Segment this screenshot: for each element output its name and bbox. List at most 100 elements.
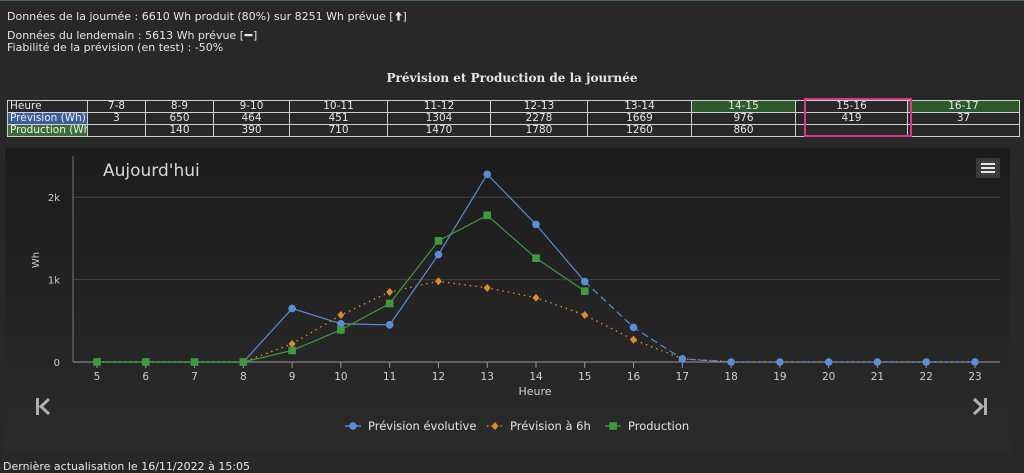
y-axis-label: Wh (31, 252, 42, 268)
chart-menu-button[interactable] (976, 158, 1000, 178)
chart-legend: Prévision évolutive Prévision à 6h Product… (345, 419, 689, 433)
x-tick-label: 23 (968, 371, 981, 383)
y-tick-label: 2k (48, 193, 60, 204)
prevision-cell: 1304 (387, 112, 491, 125)
info-today: Données de la journée : 6610 Wh produit … (7, 11, 407, 23)
info-today-bracket: ] (402, 10, 407, 23)
data-point[interactable] (580, 277, 589, 286)
prevision-cell: 1669 (587, 112, 692, 125)
data-point[interactable] (385, 299, 394, 308)
data-point[interactable] (873, 358, 882, 366)
x-tick-label: 5 (94, 371, 101, 383)
x-tick-label: 17 (676, 371, 689, 383)
data-point[interactable] (532, 293, 540, 302)
data-point[interactable] (580, 287, 589, 295)
data-point[interactable] (630, 335, 638, 344)
prevision-cell: 3 (87, 112, 146, 125)
series-line (97, 214, 586, 363)
legend-item[interactable]: Prévision évolutive (345, 419, 476, 433)
x-tick-label: 13 (481, 371, 494, 383)
data-point[interactable] (337, 319, 345, 328)
data-point[interactable] (491, 422, 499, 430)
info-tomorrow: Données du lendemain : 5613 Wh prévue [] (7, 30, 257, 42)
data-point[interactable] (434, 277, 442, 286)
data-point[interactable] (288, 346, 296, 355)
data-point[interactable] (288, 339, 296, 348)
series-line (97, 173, 586, 363)
data-point[interactable] (629, 323, 638, 332)
legend-item[interactable]: Production (605, 419, 689, 433)
chart-panel: Aujourd'hui Wh Heure 0 1k 2k 5 6 7 8 9 10 11 12 13 1… (5, 148, 1010, 454)
data-point[interactable] (385, 321, 394, 329)
data-point[interactable] (288, 304, 296, 313)
data-point[interactable] (93, 358, 101, 366)
table-header-row: Heure 7-8 8-9 9-10 10-11 11-12 12-13 13-… (7, 100, 1020, 113)
prevision-cell: 37 (907, 112, 1020, 125)
prevision-cell: 419 (795, 112, 908, 125)
prevision-cell: 464 (213, 112, 290, 125)
table-production-row: Production (Wh) 140 390 710 1470 1780 12… (7, 124, 1020, 137)
chevron-left-icon (36, 397, 51, 416)
table-header-cell: 14-15 (691, 100, 796, 113)
arrow-up-icon (394, 11, 402, 21)
data-point[interactable] (483, 170, 492, 179)
table-header-cell: 16-17 (907, 100, 1020, 113)
series-1 (93, 277, 979, 366)
prev-day-button[interactable] (36, 397, 51, 416)
series-line-forecast (584, 281, 975, 363)
production-row-label: Production (Wh) (7, 124, 88, 137)
x-tick-label: 9 (289, 371, 296, 383)
data-point[interactable] (678, 355, 687, 363)
data-point[interactable] (349, 422, 357, 430)
data-point[interactable] (483, 283, 491, 292)
info-tomorrow-bracket: ] (253, 29, 258, 42)
series-2 (93, 211, 589, 366)
legend-label: Production (628, 419, 689, 433)
data-point[interactable] (434, 237, 443, 245)
x-tick-label: 15 (578, 371, 591, 383)
data-point[interactable] (776, 358, 784, 366)
production-cell: 1260 (587, 124, 692, 137)
x-tick-label: 18 (724, 371, 737, 383)
top-border (0, 0, 1024, 1)
data-point[interactable] (922, 358, 931, 366)
hamburger-menu-icon (981, 163, 995, 173)
data-point[interactable] (337, 326, 345, 334)
table-header-cell: 9-10 (213, 100, 290, 113)
data-point[interactable] (434, 250, 443, 259)
x-tick-label: 19 (773, 371, 786, 383)
y-tick-label: 0 (54, 358, 60, 369)
production-cell: 710 (289, 124, 388, 137)
table-header-cell: Heure (7, 100, 88, 113)
data-point[interactable] (337, 311, 345, 320)
data-point[interactable] (727, 358, 735, 366)
data-point[interactable] (532, 220, 540, 229)
data-point[interactable] (532, 254, 540, 262)
prevision-row-label: Prévision (Wh) (7, 112, 88, 125)
data-point[interactable] (971, 358, 979, 366)
data-point[interactable] (824, 358, 833, 366)
legend-label: Prévision à 6h (510, 419, 591, 433)
data-point[interactable] (141, 358, 150, 366)
x-tick-label: 8 (240, 371, 247, 383)
prevision-cell: 451 (289, 112, 388, 125)
table-header-cell: 15-16 (795, 100, 908, 113)
data-point[interactable] (239, 358, 248, 366)
dash-icon (244, 34, 253, 37)
data-point[interactable] (190, 358, 199, 366)
production-cell: 860 (691, 124, 796, 137)
x-tick-label: 16 (627, 371, 641, 383)
prevision-cell: 2278 (490, 112, 588, 125)
data-point[interactable] (483, 211, 492, 220)
production-cell (795, 124, 908, 137)
table-header-cell: 7-8 (87, 100, 146, 113)
table-header-cell: 12-13 (490, 100, 588, 113)
production-cell (87, 124, 146, 137)
chart-svg: Aujourd'hui Wh Heure 0 1k 2k 5 6 7 8 9 10 11 12 13 1… (31, 156, 1000, 433)
series-0 (93, 170, 979, 366)
data-point[interactable] (581, 311, 589, 320)
next-day-button[interactable] (972, 397, 987, 416)
data-point[interactable] (386, 287, 394, 296)
legend-item[interactable]: Prévision à 6h (487, 419, 591, 433)
data-point[interactable] (609, 422, 617, 430)
